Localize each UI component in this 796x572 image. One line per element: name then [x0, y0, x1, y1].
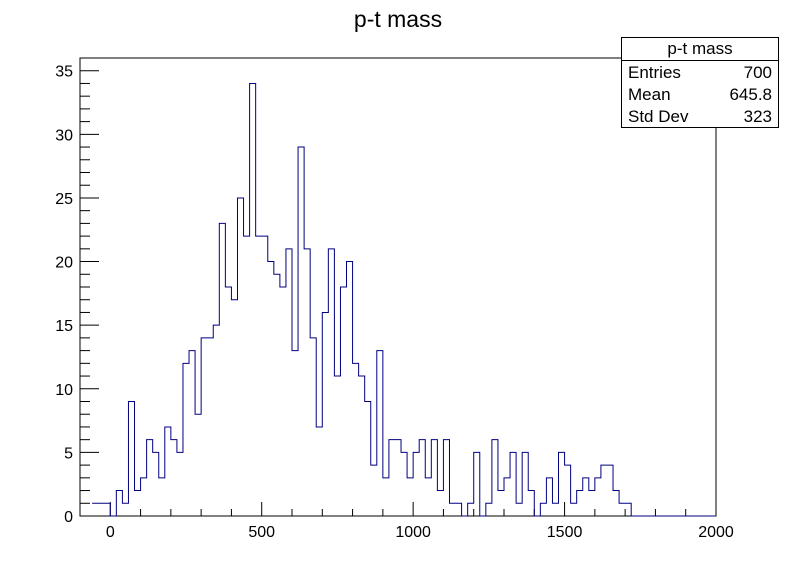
x-tick-label: 1000 [395, 524, 431, 541]
stats-value: 323 [743, 107, 772, 126]
y-tick-label: 30 [55, 127, 73, 144]
histogram-series-line [92, 82, 716, 517]
stats-value: 645.8 [729, 85, 772, 104]
x-tick-label: 0 [106, 524, 115, 541]
y-tick-label: 0 [64, 509, 73, 526]
y-tick-label: 5 [64, 445, 73, 462]
stats-label: Std Dev [628, 107, 689, 126]
stats-box: p-t mass Entries 700 Mean 645.8 Std Dev … [621, 37, 779, 128]
stats-row-stddev: Std Dev 323 [622, 105, 778, 127]
y-tick-label: 15 [55, 318, 73, 335]
stats-value: 700 [743, 63, 772, 82]
stats-row-entries: Entries 700 [622, 61, 778, 83]
x-tick-label: 1500 [547, 524, 583, 541]
stats-row-mean: Mean 645.8 [622, 83, 778, 105]
y-tick-label: 25 [55, 191, 73, 208]
y-tick-label: 20 [55, 255, 73, 272]
stats-label: Mean [628, 85, 671, 104]
y-tick-label: 35 [55, 64, 73, 81]
x-tick-label: 2000 [698, 524, 734, 541]
stats-label: Entries [628, 63, 681, 82]
y-tick-label: 10 [55, 382, 73, 399]
stats-title: p-t mass [622, 38, 778, 61]
chart-title: p-t mass [353, 6, 443, 32]
x-tick-label: 500 [248, 524, 275, 541]
